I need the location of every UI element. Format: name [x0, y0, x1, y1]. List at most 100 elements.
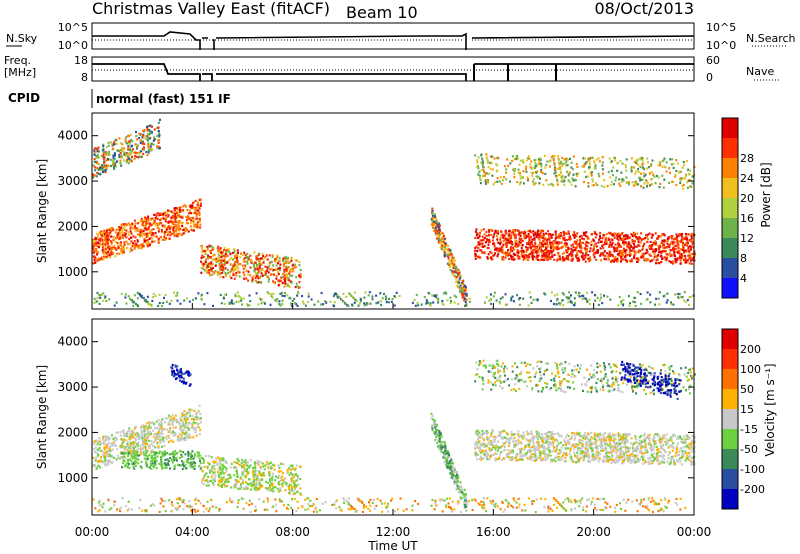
range-gate-cell [134, 457, 136, 460]
range-gate-cell [133, 453, 136, 457]
range-gate-cell [122, 245, 125, 248]
range-gate-cell [187, 434, 190, 437]
range-gate-cell [337, 294, 339, 298]
range-gate-cell [184, 423, 187, 427]
range-gate-cell [570, 247, 573, 250]
range-gate-cell [481, 175, 484, 178]
range-gate-cell [110, 164, 113, 168]
range-gate-cell [204, 251, 207, 254]
range-gate-cell [487, 172, 490, 176]
range-gate-cell [224, 252, 227, 256]
range-gate-cell [644, 173, 647, 176]
range-gate-cell [133, 427, 136, 430]
power-ylabel: Slant Range [km] [35, 159, 49, 263]
range-gate-cell [202, 267, 205, 270]
range-gate-cell [475, 234, 478, 237]
range-gate-cell [565, 296, 568, 299]
range-gate-cell [93, 152, 96, 155]
range-gate-cell [140, 466, 143, 470]
range-gate-cell [118, 236, 121, 240]
range-gate-cell [199, 459, 201, 463]
range-gate-cell [236, 291, 239, 294]
range-gate-cell [110, 235, 113, 238]
range-gate-cell [108, 253, 111, 256]
range-gate-cell [685, 174, 687, 177]
range-gate-cell [542, 183, 545, 186]
range-gate-cell [140, 217, 143, 220]
range-gate-cell [654, 250, 657, 253]
range-gate-cell [492, 168, 494, 171]
range-gate-cell [457, 272, 460, 275]
range-gate-cell [250, 261, 253, 264]
range-gate-cell [298, 280, 301, 284]
range-gate-cell [255, 274, 258, 277]
range-gate-cell [255, 292, 258, 295]
range-gate-cell [512, 233, 515, 236]
range-gate-cell [677, 243, 680, 246]
range-gate-cell [511, 159, 514, 163]
range-gate-cell [146, 465, 149, 468]
range-gate-cell [165, 217, 168, 220]
range-gate-cell [676, 241, 679, 244]
range-gate-cell [456, 284, 459, 287]
range-gate-cell [664, 256, 667, 259]
range-gate-cell [628, 259, 631, 262]
range-gate-cell [486, 246, 489, 249]
range-gate-cell [556, 241, 558, 244]
range-gate-cell [535, 163, 538, 166]
range-gate-cell [453, 275, 456, 278]
range-gate-cell [678, 293, 681, 296]
range-gate-cell [674, 247, 677, 250]
range-gate-cell [120, 438, 123, 441]
range-gate-cell [526, 247, 529, 250]
range-gate-cell [153, 461, 156, 464]
range-gate-cell [108, 441, 111, 444]
range-gate-cell [150, 442, 153, 446]
range-gate-cell [198, 218, 201, 221]
range-gate-cell [476, 236, 479, 240]
range-gate-cell [595, 248, 598, 252]
range-gate-cell [605, 252, 608, 255]
range-gate-cell [132, 304, 135, 307]
range-gate-cell [255, 266, 258, 269]
range-gate-cell [534, 241, 537, 244]
range-gate-cell [622, 298, 625, 301]
range-gate-cell [579, 244, 582, 247]
range-gate-cell [535, 171, 538, 174]
range-gate-cell [186, 297, 189, 300]
range-gate-cell [630, 258, 633, 261]
range-gate-cell [677, 296, 680, 299]
range-gate-cell [96, 452, 99, 455]
range-gate-cell [588, 161, 591, 164]
range-gate-cell [142, 440, 145, 443]
range-gate-cell [565, 160, 568, 163]
range-gate-cell [152, 421, 155, 424]
range-gate-cell [637, 249, 640, 252]
range-gate-cell [164, 293, 167, 297]
range-gate-cell [574, 242, 577, 245]
range-gate-cell [614, 232, 617, 236]
range-gate-cell [187, 452, 190, 455]
range-gate-cell [438, 238, 441, 241]
range-gate-cell [220, 302, 223, 305]
range-gate-cell [500, 247, 503, 250]
range-gate-cell [131, 148, 134, 151]
range-gate-cell [241, 303, 244, 306]
range-gate-cell [155, 420, 158, 423]
range-gate-cell [530, 240, 533, 243]
range-gate-cell [163, 440, 166, 443]
range-gate-cell [437, 298, 440, 301]
range-gate-cell [588, 250, 591, 253]
range-gate-cell [276, 255, 279, 258]
range-gate-cell [675, 169, 678, 173]
range-gate-cell [588, 298, 591, 301]
range-gate-cell [429, 304, 432, 307]
range-gate-cell [235, 256, 238, 260]
range-gate-cell [128, 446, 131, 449]
range-gate-cell [228, 302, 231, 305]
range-gate-cell [653, 175, 656, 178]
range-gate-cell [560, 174, 563, 178]
range-gate-cell [138, 244, 141, 247]
range-gate-cell [182, 438, 184, 441]
range-gate-cell [212, 254, 214, 257]
